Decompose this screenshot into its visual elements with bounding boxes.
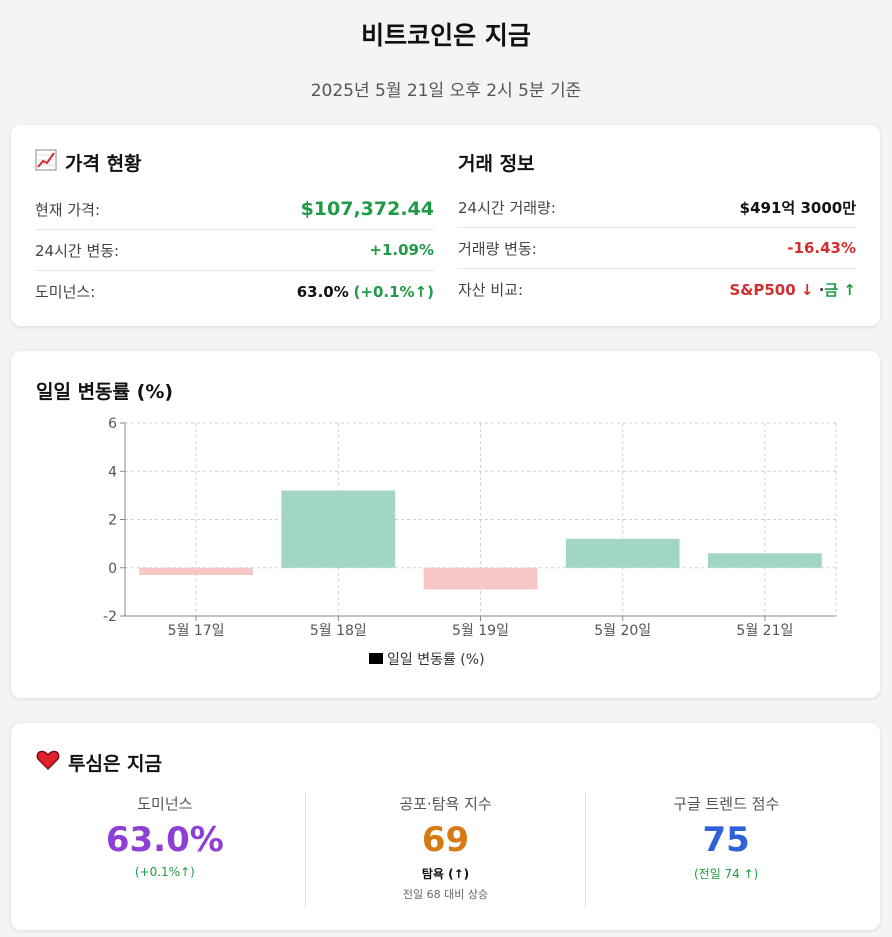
dominance-stat-value: 63.0%	[105, 820, 224, 860]
dominance-label: 도미넌스:	[35, 283, 96, 301]
sentiment-card: 투심은 지금 도미넌스 63.0% (+0.1%↑) 공포·탐욕 지수 69 탐…	[11, 723, 880, 930]
price-status-title: 가격 현황	[65, 152, 142, 175]
volume-change-label: 거래량 변동:	[458, 239, 537, 258]
current-price-label: 현재 가격:	[35, 200, 101, 219]
google-trends-change: (전일 74 ↑)	[693, 867, 759, 882]
asset-compare-row: 자산 비교: S&P500 ↓ ·금 ↑	[458, 269, 856, 310]
dominance-stat-label: 도미넌스	[137, 795, 193, 813]
fear-greed-value: 69	[421, 820, 470, 860]
fear-greed-label: 공포·탐욕 지수	[399, 795, 492, 813]
sentiment-heading: 투심은 지금	[36, 749, 162, 776]
y-tick-label: 2	[108, 513, 117, 529]
x-tick-label: 5월 19일	[452, 623, 509, 639]
current-price-value: $107,372.44	[300, 198, 434, 220]
google-trends-stat: 구글 트렌드 점수 75 (전일 74 ↑)	[586, 791, 866, 909]
sentiment-title: 투심은 지금	[68, 753, 163, 775]
price-status-section: 가격 현황 현재 가격: $107,372.44 24시간 변동: +1.09%…	[35, 149, 434, 312]
heart-icon	[36, 749, 60, 776]
y-tick-label: 4	[108, 464, 117, 480]
change-24h-label: 24시간 변동:	[35, 241, 120, 260]
asset-compare-label: 자산 비교:	[458, 281, 524, 299]
dominance-stat: 도미넌스 63.0% (+0.1%↑)	[25, 791, 306, 909]
volume-24h-value: $491억 3000만	[739, 198, 856, 217]
volume-change-row: 거래량 변동: -16.43%	[458, 228, 856, 269]
legend-swatch	[369, 653, 383, 664]
bar	[139, 567, 253, 575]
bar	[565, 538, 680, 568]
x-tick-label: 5월 17일	[168, 623, 225, 639]
fear-greed-note: 전일 68 대비 상승	[402, 888, 489, 902]
dominance-stat-change: (+0.1%↑)	[134, 865, 195, 880]
dominance-row: 도미넌스: 63.0% (+0.1%↑)	[35, 271, 434, 312]
bar	[281, 490, 396, 568]
volume-24h-label: 24시간 거래량:	[458, 198, 556, 217]
fear-greed-stat: 공포·탐욕 지수 69 탐욕 (↑) 전일 68 대비 상승	[306, 791, 587, 909]
x-tick-label: 5월 21일	[736, 623, 793, 639]
sp500-compare: S&P500 ↓	[729, 281, 814, 299]
chart-title: 일일 변동률 (%)	[36, 381, 174, 403]
dominance-value: 63.0%	[296, 282, 349, 301]
y-tick-label: -2	[103, 609, 117, 625]
timestamp: 2025년 5월 21일 오후 2시 5분 기준	[310, 81, 582, 101]
overview-card: 가격 현황 현재 가격: $107,372.44 24시간 변동: +1.09%…	[11, 125, 880, 326]
chart-increasing-icon	[35, 149, 57, 176]
sentiment-stats: 도미넌스 63.0% (+0.1%↑) 공포·탐욕 지수 69 탐욕 (↑) 전…	[25, 791, 866, 909]
bar	[708, 553, 822, 568]
legend-label: 일일 변동률 (%)	[387, 652, 485, 668]
change-24h-row: 24시간 변동: +1.09%	[35, 230, 434, 271]
fear-greed-state: 탐욕 (↑)	[421, 867, 470, 882]
change-24h-value: +1.09%	[369, 241, 434, 259]
bar	[423, 567, 538, 590]
google-trends-label: 구글 트렌드 점수	[673, 795, 780, 813]
page-title: 비트코인은 지금	[361, 21, 531, 50]
google-trends-value: 75	[702, 820, 750, 860]
x-tick-label: 5월 20일	[594, 623, 651, 639]
daily-change-card: 일일 변동률 (%) -2 0 2 4 6 5월 17일 5월 18일 5월 19일 5월 20…	[11, 351, 880, 698]
price-status-heading: 가격 현황	[35, 149, 434, 175]
current-price-row: 현재 가격: $107,372.44	[35, 189, 434, 230]
dominance-change: (+0.1%↑)	[353, 282, 434, 301]
y-tick-label: 6	[108, 416, 117, 432]
y-tick-label: 0	[108, 561, 117, 577]
gold-compare: 금 ↑	[824, 281, 856, 299]
trade-info-title: 거래 정보	[458, 152, 535, 175]
volume-24h-row: 24시간 거래량: $491억 3000만	[458, 187, 856, 228]
trade-info-section: 거래 정보 24시간 거래량: $491억 3000만 거래량 변동: -16.…	[458, 149, 856, 310]
volume-change-value: -16.43%	[787, 239, 856, 257]
x-tick-label: 5월 18일	[310, 623, 367, 639]
compare-separator: ·	[818, 281, 825, 299]
